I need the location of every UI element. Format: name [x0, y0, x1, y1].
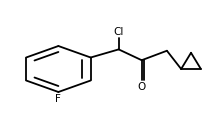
- Text: O: O: [138, 82, 146, 92]
- Text: F: F: [56, 94, 61, 104]
- Text: Cl: Cl: [113, 27, 124, 37]
